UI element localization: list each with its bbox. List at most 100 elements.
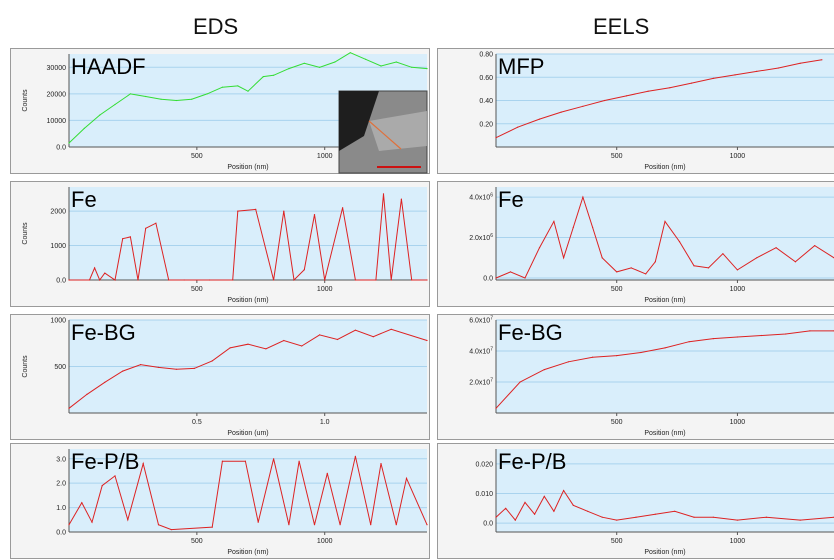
- panel-title-fe-eds: Fe: [71, 187, 97, 212]
- x-axis-label: Position (nm): [644, 164, 685, 171]
- data-point: [247, 343, 249, 345]
- y-tick-label: 0.0: [56, 278, 66, 285]
- data-point: [654, 261, 656, 263]
- data-point: [334, 61, 336, 63]
- data-point: [221, 460, 223, 462]
- x-tick-label: 1.0: [320, 419, 330, 426]
- data-point: [380, 65, 382, 67]
- data-point: [160, 98, 162, 100]
- chart-panel-fe-eds: 0.0 1000 2000 500 1000 Position (nm) Counts Fe: [10, 181, 430, 307]
- y-tick-label: 2.0x107: [469, 378, 493, 387]
- x-tick-label: 1000: [317, 538, 333, 545]
- data-point: [809, 330, 811, 332]
- data-point: [517, 126, 519, 128]
- data-point: [99, 279, 101, 281]
- data-point: [411, 66, 413, 68]
- data-point: [712, 77, 714, 79]
- data-point: [175, 99, 177, 102]
- y-tick-label: 30000: [47, 65, 67, 72]
- data-point: [303, 269, 305, 271]
- y-tick-label: 1000: [50, 243, 66, 250]
- data-point: [707, 267, 710, 269]
- data-point: [688, 341, 690, 343]
- data-point: [543, 369, 545, 371]
- data-point: [630, 267, 632, 269]
- data-point: [145, 95, 147, 98]
- x-tick-label: 500: [611, 153, 623, 160]
- plot-area: [69, 187, 427, 280]
- data-line-febg-eds: [68, 328, 428, 409]
- data-point: [372, 336, 374, 338]
- data-point: [495, 137, 497, 139]
- data-point: [572, 226, 574, 228]
- x-tick-label: 1000: [317, 153, 333, 160]
- data-point: [777, 67, 780, 69]
- y-axis-label: Counts: [22, 222, 29, 245]
- data-point: [81, 502, 83, 504]
- data-point: [664, 220, 666, 222]
- data-point: [390, 328, 392, 330]
- data-point: [693, 516, 695, 518]
- data-point: [354, 329, 356, 331]
- data-point: [211, 526, 213, 528]
- data-point: [94, 267, 96, 269]
- data-point: [209, 279, 211, 281]
- data-point: [114, 279, 116, 281]
- data-point: [538, 247, 541, 249]
- data-point: [765, 516, 767, 518]
- x-tick-label: 1000: [730, 153, 746, 160]
- data-point: [244, 460, 246, 462]
- data-point: [324, 279, 326, 281]
- data-point: [237, 85, 239, 87]
- x-axis-label: Position (nm): [227, 549, 268, 556]
- data-point: [293, 279, 295, 281]
- data-point: [691, 82, 693, 84]
- data-point: [601, 257, 603, 259]
- data-point: [645, 273, 647, 275]
- panel-title-fepb-eels: Fe-P/B: [498, 449, 566, 474]
- x-tick-label: 1000: [730, 286, 746, 293]
- data-point: [553, 510, 555, 512]
- data-point: [592, 356, 594, 358]
- data-point: [255, 208, 257, 210]
- data-point: [505, 507, 507, 509]
- chart-panel-febg-eds: 500 1000 0.5 1.0 Position (um) Counts Fe-BG: [10, 314, 430, 440]
- data-point: [83, 127, 85, 129]
- data-point: [382, 193, 385, 195]
- data-point: [375, 279, 377, 281]
- data-point: [821, 59, 823, 61]
- data-point: [616, 519, 618, 521]
- data-point: [625, 95, 627, 97]
- chart-svg-febg-eels: 2.0x107 4.0x107 6.0x107 500 1000 Position (nm…: [469, 316, 834, 437]
- x-tick-label: 1000: [317, 286, 333, 293]
- data-point: [211, 360, 213, 362]
- data-point: [799, 519, 801, 521]
- data-point: [669, 87, 671, 89]
- data-point: [572, 504, 574, 506]
- y-tick-label: 0.0: [56, 530, 66, 537]
- data-point: [664, 347, 666, 349]
- data-point: [86, 393, 88, 395]
- data-point: [221, 86, 223, 88]
- x-tick-label: 1000: [730, 538, 746, 545]
- data-point: [273, 458, 275, 460]
- data-point: [301, 345, 303, 347]
- data-point: [114, 103, 116, 106]
- data-point: [303, 62, 305, 64]
- y-axis-label: Counts: [22, 355, 29, 378]
- data-point: [756, 70, 758, 72]
- data-point: [127, 519, 129, 521]
- y-tick-label: 4.0x106: [469, 193, 493, 202]
- data-point: [495, 277, 497, 279]
- panel-title-fepb-eds: Fe-P/B: [71, 449, 139, 474]
- panel-title-febg-eels: Fe-BG: [498, 320, 563, 345]
- chart-svg-fe-eds: 0.0 1000 2000 500 1000 Position (nm) Counts Fe: [22, 187, 428, 304]
- data-point: [157, 524, 160, 526]
- data-point: [336, 338, 339, 341]
- y-tick-label: 10000: [47, 118, 67, 125]
- data-point: [365, 58, 367, 60]
- data-point: [354, 279, 356, 281]
- data-point: [563, 257, 565, 259]
- data-point: [122, 370, 124, 372]
- data-point: [265, 348, 267, 350]
